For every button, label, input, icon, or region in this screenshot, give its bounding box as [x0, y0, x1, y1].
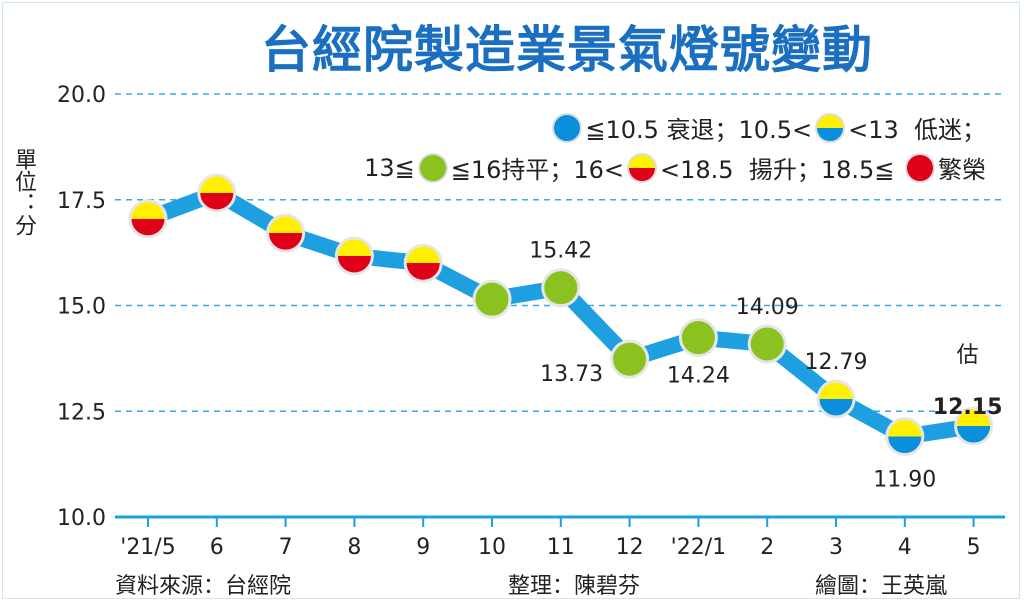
- x-tick-label: '22/1: [671, 535, 726, 560]
- legend-red-icon: [905, 152, 935, 183]
- source-note: 資料來源：台經院: [115, 574, 292, 599]
- legend-blue-icon: [552, 112, 583, 143]
- x-tick-label: 5: [967, 535, 981, 560]
- legend-text: <13 低迷；: [848, 116, 986, 144]
- data-label: 12.15: [933, 395, 1003, 420]
- x-tick-label: 11: [547, 535, 575, 560]
- x-tick-label: 10: [478, 535, 506, 560]
- legend-text: <18.5 揚升；18.5≦: [660, 156, 902, 184]
- data-point-yellow-red: [334, 236, 374, 276]
- data-point-green: [747, 324, 787, 364]
- x-tick-label: 8: [347, 535, 361, 560]
- data-label: 15.42: [529, 239, 592, 264]
- data-label: 11.90: [873, 468, 936, 493]
- data-label: 12.79: [805, 350, 868, 375]
- x-tick-label: 2: [760, 535, 774, 560]
- legend-text: ≦10.5 衰退；10.5<: [585, 116, 813, 144]
- data-point-yellow-red: [197, 173, 237, 213]
- data-label: 14.24: [667, 364, 730, 389]
- x-tick-label: 6: [210, 535, 224, 560]
- data-point-yellow-red: [266, 213, 306, 253]
- legend-text: 繁榮: [938, 156, 986, 184]
- data-point-green: [472, 279, 512, 319]
- y-tick-label: 15.0: [57, 295, 106, 320]
- y-tick-label: 20.0: [57, 83, 106, 108]
- graphic-note: 繪圖：王英嵐: [815, 574, 948, 599]
- data-point-yellow-red: [403, 243, 443, 283]
- x-tick-label: 12: [616, 535, 644, 560]
- x-tick-label: '21/5: [120, 535, 175, 560]
- data-point-yellow-blue: [885, 417, 925, 457]
- legend-text: ≦16持平；16<: [450, 156, 625, 184]
- legend-yellow-blue-icon: [815, 112, 846, 143]
- editor-note: 整理：陳碧芬: [508, 574, 641, 599]
- estimate-label: 估: [957, 343, 979, 368]
- unit-label: 單位：分: [11, 148, 36, 236]
- data-point-green: [541, 268, 581, 308]
- x-tick-label: 4: [898, 535, 912, 560]
- x-tick-label: 3: [829, 535, 843, 560]
- chart-title: 台經院製造業景氣燈號變動: [261, 21, 873, 79]
- legend-yellow-red-icon: [627, 152, 658, 183]
- legend-text: 13≦: [364, 153, 415, 182]
- data-point-green: [610, 339, 650, 379]
- data-point-yellow-red: [128, 199, 168, 239]
- y-tick-label: 10.0: [57, 506, 106, 531]
- data-point-yellow-blue: [816, 379, 856, 419]
- legend-row-1: ≦10.5 衰退；10.5< <13 低迷；: [549, 110, 986, 145]
- legend-row-2: 13≦ ≦16持平；16< <18.5 揚升；18.5≦ 繁榮: [364, 150, 986, 185]
- data-point-green: [678, 318, 718, 358]
- x-tick-label: 7: [279, 535, 293, 560]
- data-label: 14.09: [736, 295, 799, 320]
- legend-green-icon: [417, 152, 448, 183]
- y-tick-label: 17.5: [57, 189, 106, 214]
- data-label: 13.73: [540, 362, 603, 387]
- x-tick-label: 9: [416, 535, 430, 560]
- data-point-yellow-blue: [954, 406, 994, 446]
- y-tick-label: 12.5: [57, 400, 106, 425]
